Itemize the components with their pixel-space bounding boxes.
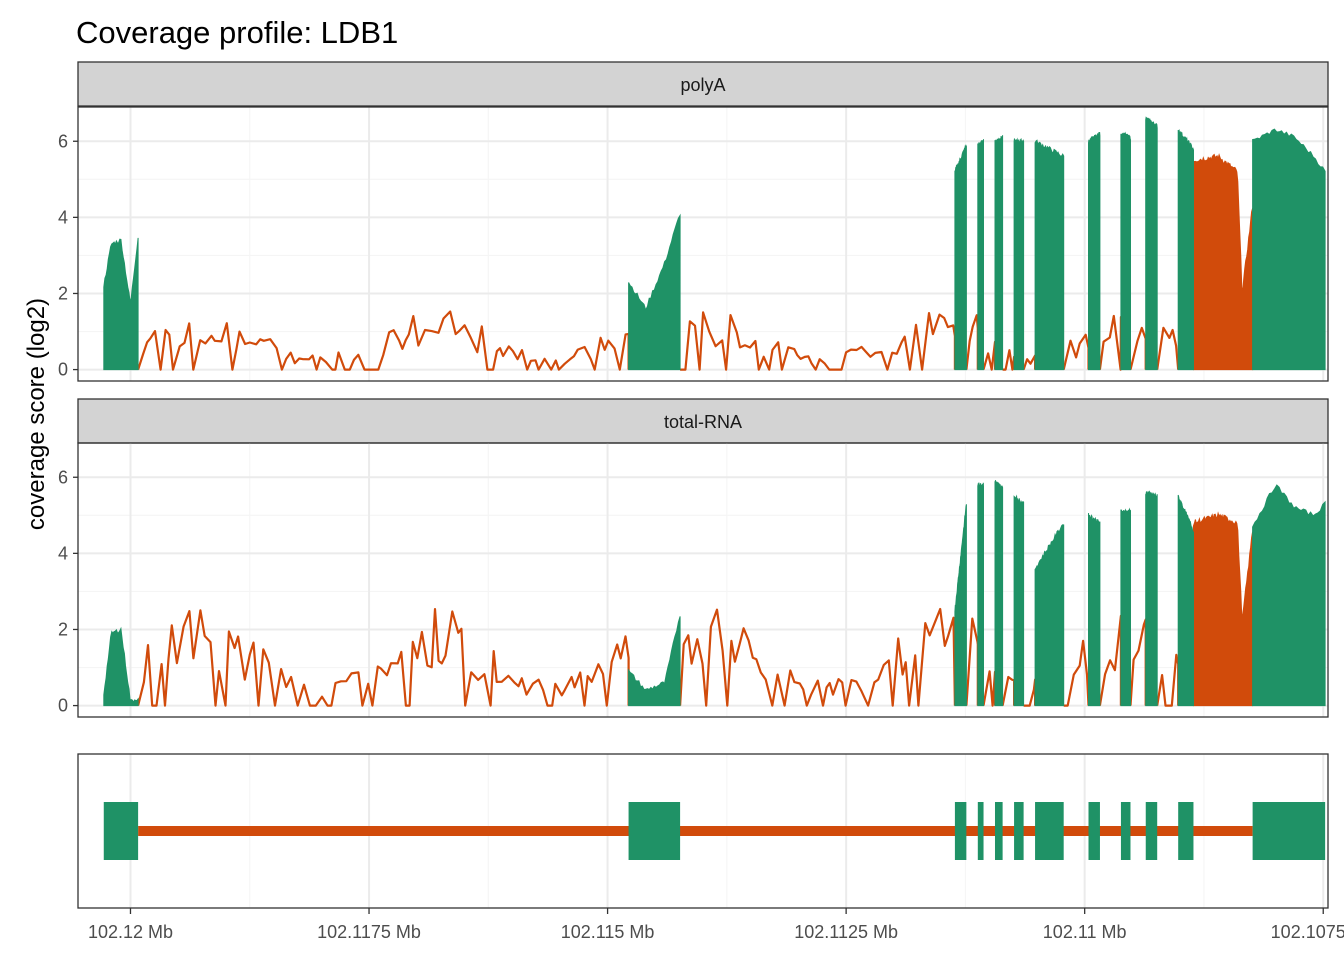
exon-coverage-area	[977, 482, 984, 707]
y-axis-label: coverage score (log2)	[23, 298, 50, 530]
intron-coverage-line	[1129, 326, 1147, 370]
x-tick-label: 102.11 Mb	[1043, 922, 1127, 942]
y-tick-label: 2	[58, 619, 68, 639]
exon-block	[1035, 802, 1064, 860]
exon-coverage-area	[977, 139, 984, 371]
exon-coverage-area	[103, 626, 139, 707]
exon-block	[1252, 802, 1326, 860]
exon-coverage-area	[1120, 131, 1131, 371]
panel-border	[77, 442, 1329, 718]
strip-label-polyA: polyA	[680, 75, 725, 95]
exon-coverage-area	[1013, 494, 1025, 707]
x-axis: 102.12 Mb 102.1175 Mb 102.115 Mb 102.1125 M…	[88, 908, 1344, 942]
exon-coverage-area	[1088, 131, 1101, 371]
panel-polyA: 0 2 4 6	[58, 106, 1329, 382]
exon-coverage-area	[1034, 139, 1065, 371]
exon-coverage-area	[1013, 137, 1025, 371]
exon-block	[1014, 802, 1024, 860]
exon-coverage-area	[103, 237, 139, 371]
intron-coverage-line	[137, 310, 630, 371]
y-tick-label: 4	[58, 543, 68, 563]
intron-coverage-line	[982, 670, 997, 707]
intron-coverage-line	[965, 617, 979, 706]
exon-block	[1088, 802, 1100, 860]
exon-coverage-area	[954, 144, 967, 371]
exon-block	[977, 802, 984, 860]
y-tick-label: 0	[58, 696, 68, 716]
strip-background-polyA	[77, 61, 1329, 107]
x-tick-label: 102.1075 Mb	[1271, 922, 1344, 942]
x-tick-label: 102.1175 Mb	[317, 922, 421, 942]
intron-coverage-line	[679, 607, 956, 707]
exon-coverage-area	[994, 135, 1004, 371]
exon-coverage-area	[628, 616, 681, 707]
panel-border	[77, 106, 1329, 382]
exon-coverage-area	[1252, 128, 1326, 371]
intron-coverage-line	[1063, 639, 1090, 707]
x-tick-label: 102.115 Mb	[561, 922, 655, 942]
strip-background-total-rna	[77, 398, 1329, 444]
intron-coverage-line	[137, 608, 630, 707]
strip-label-total-rna: total-RNA	[664, 412, 742, 432]
exon-coverage-area	[1120, 507, 1131, 707]
exon-coverage-area	[628, 213, 681, 371]
intron-coverage-line	[965, 314, 979, 370]
gene-track-border	[77, 753, 1329, 909]
intron-coverage-line	[1002, 349, 1016, 371]
x-tick-label: 102.1125 Mb	[794, 922, 898, 942]
intron-line	[138, 826, 1253, 836]
exon-coverage-area	[1177, 128, 1194, 371]
y-tick-label: 0	[58, 360, 68, 380]
chart-title: Coverage profile: LDB1	[76, 15, 398, 50]
intron-coverage-area	[1192, 153, 1254, 371]
intron-coverage-line	[982, 340, 997, 371]
exon-block	[103, 802, 139, 860]
y-tick-label: 4	[58, 207, 68, 227]
intron-coverage-line	[1022, 354, 1037, 370]
exon-coverage-area	[1088, 513, 1101, 707]
intron-coverage-line	[1001, 675, 1016, 706]
intron-coverage-line	[680, 311, 956, 371]
exon-block	[1120, 802, 1131, 860]
x-tick-label: 102.12 Mb	[88, 922, 173, 942]
y-tick-label: 2	[58, 283, 68, 303]
intron-coverage-line	[1156, 326, 1180, 370]
exon-coverage-area	[1145, 116, 1158, 371]
exon-coverage-area	[1145, 490, 1158, 707]
exon-block	[1178, 802, 1194, 860]
y-tick-label: 6	[58, 131, 68, 151]
exon-coverage-area	[954, 504, 967, 707]
y-tick-label: 6	[58, 467, 68, 487]
exon-coverage-area	[1177, 494, 1194, 707]
exon-block	[1145, 802, 1158, 860]
exon-coverage-area	[994, 480, 1004, 707]
exon-coverage-area	[1034, 524, 1065, 707]
intron-coverage-line	[1156, 653, 1180, 707]
intron-coverage-line	[1098, 314, 1122, 371]
intron-coverage-area	[1192, 511, 1254, 707]
exon-coverage-area	[1252, 484, 1326, 707]
intron-coverage-line	[1023, 678, 1037, 707]
gene-model-track	[77, 753, 1329, 909]
exon-block	[628, 802, 681, 860]
exon-block	[994, 802, 1003, 860]
panel-total-rna: 0 2 4 6	[58, 442, 1329, 718]
intron-coverage-line	[1129, 618, 1147, 706]
exon-block	[954, 802, 967, 860]
